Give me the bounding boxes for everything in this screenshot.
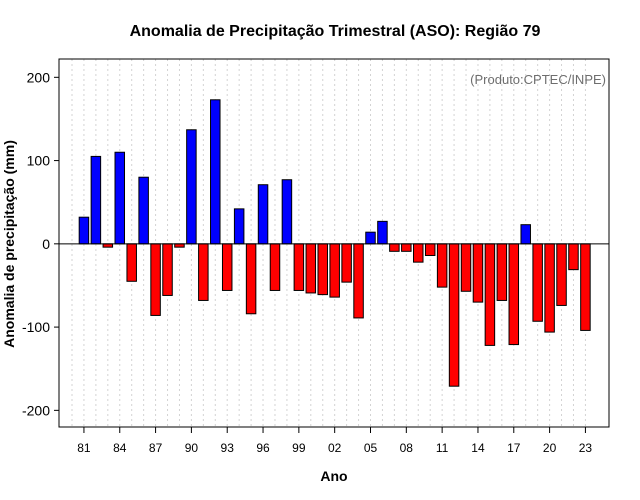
bar bbox=[245, 243, 257, 315]
y-axis-label: Anomalia de precipitação (mm) bbox=[1, 140, 17, 348]
bar bbox=[233, 208, 245, 245]
bar bbox=[114, 151, 126, 245]
x-tick-label: 05 bbox=[364, 441, 378, 455]
bar bbox=[221, 243, 233, 291]
x-tick-label: 23 bbox=[579, 441, 593, 455]
bar bbox=[484, 243, 496, 346]
bar bbox=[353, 243, 364, 319]
bar bbox=[436, 243, 448, 288]
bar bbox=[341, 243, 352, 283]
bar bbox=[210, 99, 221, 245]
bar bbox=[508, 243, 520, 346]
bar bbox=[317, 243, 328, 296]
bar bbox=[377, 220, 388, 245]
y-tick-label: 200 bbox=[27, 69, 51, 85]
bar bbox=[78, 216, 90, 245]
bar bbox=[413, 243, 424, 263]
bar bbox=[401, 243, 412, 252]
bar bbox=[424, 243, 436, 256]
bar bbox=[556, 243, 567, 306]
bar bbox=[138, 176, 149, 245]
x-tick-label: 17 bbox=[507, 441, 521, 455]
bars bbox=[78, 99, 591, 387]
x-tick-label: 90 bbox=[185, 441, 199, 455]
bar bbox=[532, 243, 543, 322]
bar bbox=[162, 243, 173, 296]
bar bbox=[365, 231, 376, 245]
plot-frame bbox=[58, 58, 610, 428]
x-tick-label: 84 bbox=[113, 441, 127, 455]
chart-title: Anomalia de Precipitação Trimestral (ASO… bbox=[130, 23, 541, 40]
bar bbox=[198, 243, 209, 301]
x-tick-label: 93 bbox=[221, 441, 235, 455]
bar bbox=[329, 243, 340, 298]
bar bbox=[520, 224, 531, 245]
bar bbox=[90, 155, 102, 245]
x-axis-label: Ano bbox=[320, 468, 347, 484]
bar bbox=[460, 243, 472, 292]
y-tick-label: 100 bbox=[27, 153, 51, 169]
x-tick-label: 20 bbox=[543, 441, 557, 455]
bar bbox=[389, 243, 400, 252]
bar bbox=[293, 243, 305, 291]
x-tick-label: 02 bbox=[328, 441, 342, 455]
bar bbox=[305, 243, 317, 294]
bar bbox=[150, 243, 161, 316]
x-tick-label: 08 bbox=[400, 441, 414, 455]
bar bbox=[448, 243, 460, 387]
x-tick-label: 87 bbox=[149, 441, 163, 455]
y-tick-label: 0 bbox=[42, 236, 50, 252]
x-tick-label: 96 bbox=[256, 441, 270, 455]
bar bbox=[568, 243, 579, 271]
bar bbox=[580, 243, 591, 331]
x-tick-label: 99 bbox=[292, 441, 306, 455]
x-tick-label: 81 bbox=[77, 441, 91, 455]
x-axis: 81 84 87 90 93 96 99 02 05 08 11 14 17 20 23 bbox=[77, 427, 592, 455]
x-tick-label: 11 bbox=[436, 441, 449, 455]
bar bbox=[269, 243, 281, 291]
bar bbox=[544, 243, 555, 333]
y-tick-label: -100 bbox=[22, 319, 50, 335]
x-tick-label: 14 bbox=[471, 441, 485, 455]
bar bbox=[496, 243, 508, 301]
bar bbox=[472, 243, 484, 303]
grid-lines bbox=[71, 59, 586, 427]
y-tick-label: -200 bbox=[22, 402, 50, 418]
y-axis: -200 -100 0 100 200 bbox=[22, 69, 59, 418]
bar bbox=[257, 184, 269, 245]
bar bbox=[281, 179, 293, 245]
bar bbox=[186, 129, 197, 245]
bar bbox=[126, 243, 137, 282]
credit-label: (Produto:CPTEC/INPE) bbox=[470, 72, 606, 87]
